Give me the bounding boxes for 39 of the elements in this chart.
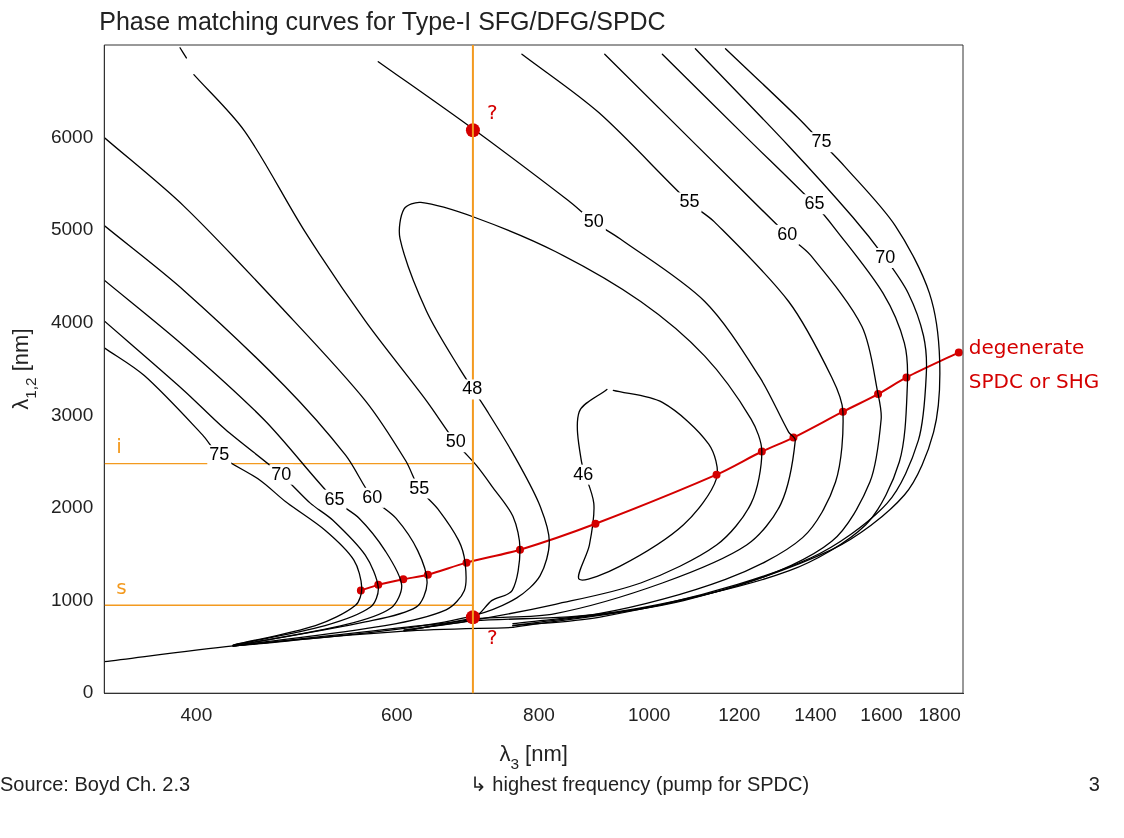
annotation: 50 [445, 431, 466, 452]
x-tick-label: 1400 [794, 703, 837, 725]
y-tick-label: 5000 [50, 218, 94, 240]
y-tick-label: 0 [82, 681, 94, 703]
y-tick-label: 3000 [50, 403, 94, 425]
annotation: 75 [811, 131, 832, 152]
annotation: 70 [875, 246, 896, 267]
annotation: 48 [462, 378, 483, 399]
x-tick-label: 800 [523, 703, 555, 725]
annotation: 50 [583, 210, 604, 231]
y-tick-label: 6000 [50, 125, 94, 147]
y-tick-label: 4000 [50, 311, 94, 333]
y-tick-label: 1000 [50, 588, 94, 610]
x-tick-label: 1800 [918, 703, 961, 725]
series-label: s [116, 575, 127, 600]
annotation: 65 [324, 488, 345, 509]
series-label: i [116, 433, 122, 458]
annotation: 60 [362, 486, 383, 507]
series-label: ? [486, 100, 498, 125]
x-tick-label: 1200 [718, 703, 761, 725]
annotation: 60 [777, 223, 798, 244]
x-tick-label: 1600 [860, 703, 903, 725]
text: ? [486, 625, 498, 650]
annotation: 65 [804, 193, 825, 214]
annotation: 75 [209, 444, 230, 465]
x-tick-label: 400 [180, 703, 213, 725]
source-note: Source: Boyd Ch. 2.3 [0, 773, 191, 796]
y-tick-label: 2000 [50, 496, 94, 518]
text: ↳ highest frequency (pump for SPDC) [469, 772, 810, 796]
annotation: 55 [409, 477, 430, 498]
annotation: 46 [573, 463, 594, 484]
annotation: 55 [679, 191, 700, 212]
chart-title: Phase matching curves for Type-I SFG/DFG/SPDC [99, 7, 666, 35]
x-tick-label: 600 [380, 703, 413, 725]
y-axis-title: λ1,2 [nm] [8, 328, 39, 410]
series-label: degenerate SPDC or SHG [968, 334, 1100, 393]
x-tick-label: 1000 [628, 703, 671, 725]
annotation: 70 [271, 463, 292, 484]
text: 3 [1088, 773, 1100, 796]
